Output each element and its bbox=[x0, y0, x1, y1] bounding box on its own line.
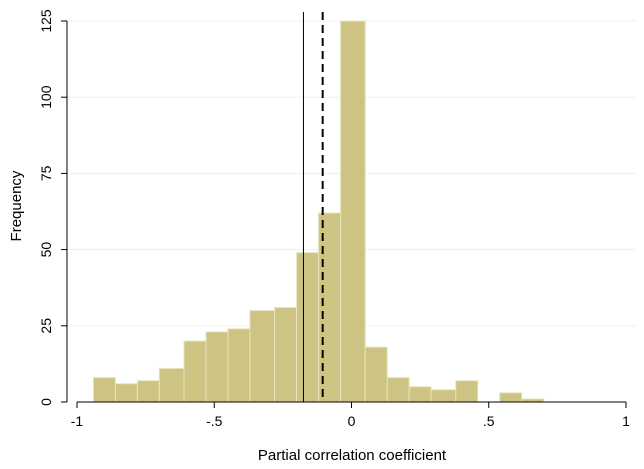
histogram-bar bbox=[114, 383, 138, 403]
histogram-bar bbox=[340, 20, 366, 403]
histogram-bar bbox=[408, 386, 432, 403]
x-tick-label: -1 bbox=[71, 413, 84, 429]
histogram-bar bbox=[455, 380, 479, 403]
histogram-bar bbox=[364, 346, 388, 403]
histogram-bar bbox=[183, 340, 207, 403]
x-tick-label: -.5 bbox=[206, 413, 223, 429]
histogram-bar bbox=[158, 367, 185, 403]
y-tick-label: 0 bbox=[38, 398, 54, 406]
y-tick-label: 125 bbox=[38, 9, 54, 33]
histogram-bar bbox=[136, 380, 160, 403]
x-tick-label: 0 bbox=[348, 413, 356, 429]
histogram-bar bbox=[227, 328, 251, 403]
y-tick-label: 75 bbox=[38, 165, 54, 181]
histogram-bar bbox=[430, 389, 457, 403]
histogram-bar bbox=[499, 392, 523, 403]
y-tick-label: 50 bbox=[38, 242, 54, 258]
reference-lines bbox=[302, 12, 324, 402]
axes: 0 25 50 75 100 125 -1 -.5 0 .5 1 bbox=[38, 9, 630, 429]
histogram-bar bbox=[274, 307, 298, 403]
histogram-bar bbox=[205, 331, 229, 403]
x-tick-label: 1 bbox=[622, 413, 630, 429]
y-tick-label: 25 bbox=[38, 318, 54, 334]
histogram-bar bbox=[386, 377, 410, 403]
x-axis-title: Partial correlation coefficient bbox=[258, 447, 447, 464]
histogram-bar bbox=[296, 252, 320, 403]
histogram-bar bbox=[92, 377, 116, 403]
y-axis-title: Frequency bbox=[8, 170, 25, 241]
histogram-bar bbox=[249, 310, 276, 403]
histogram-bar bbox=[318, 212, 342, 403]
x-tick-label: .5 bbox=[483, 413, 495, 429]
y-tick-label: 100 bbox=[38, 85, 54, 109]
bars bbox=[92, 20, 545, 403]
